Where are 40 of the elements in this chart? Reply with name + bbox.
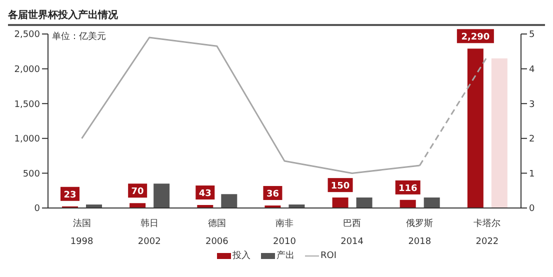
bar [154,184,170,208]
bar [400,200,416,208]
bar [491,58,508,208]
y2-tick-label: 2 [529,134,535,145]
data-label: 36 [266,189,279,200]
bar [467,48,484,208]
data-label: 70 [131,187,144,198]
bar [130,203,146,208]
data-label: 23 [64,190,76,200]
data-label: 2,290 [461,32,490,43]
y2-tick-label: 1 [529,169,535,180]
x-tick-label: 卡塔尔 2022 [474,218,501,247]
y-tick-label: 2,000 [14,64,40,75]
legend-label: 产出 [276,250,294,262]
y2-tick-label: 0 [529,204,535,214]
y-tick-label: 1,500 [14,100,40,110]
annotation: 单位：亿美元 [52,30,106,43]
data-label: 43 [198,189,212,200]
legend-label: 投入 [232,250,250,262]
y-tick-label: 500 [22,169,40,180]
chart-title: 各届世界杯投入产出情况 [8,8,545,26]
y2-tick-label: 4 [529,64,535,75]
y2-tick-label: 5 [529,30,535,40]
y-tick-label: 2,500 [14,30,40,40]
bar [424,198,440,208]
x-tick-label: 德国 2006 [205,218,229,247]
x-tick-label: 俄罗斯 2018 [406,218,434,247]
legend-label: ROI [320,250,336,260]
y-tick-label: 1,000 [14,134,40,145]
x-tick-label: 巴西 2014 [340,219,364,247]
y2-tick-label: 3 [529,100,535,110]
x-tick-label: 法国 1998 [70,218,94,247]
bar [356,198,372,208]
bar [332,198,348,208]
x-tick-label: 南非 2010 [273,218,296,247]
x-tick-label: 韩日 2002 [138,218,161,247]
y-tick-label: 0 [34,204,40,214]
data-label: 150 [330,182,350,192]
bar [221,194,238,208]
data-label: 116 [398,184,418,194]
